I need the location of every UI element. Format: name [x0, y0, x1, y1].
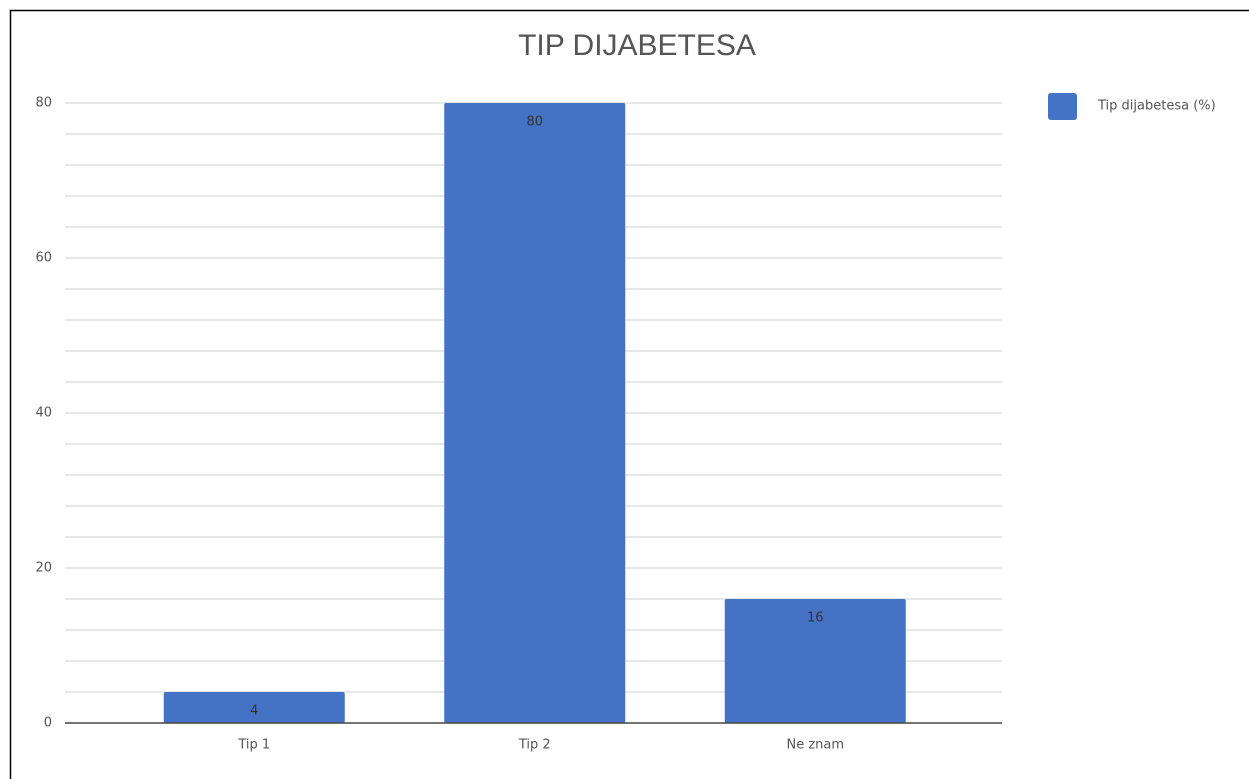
- bar: [163, 692, 345, 723]
- legend-label: Tip dijabetesa (%): [1097, 99, 1216, 114]
- x-tick-label: Tip 1: [237, 738, 270, 753]
- bar: [724, 599, 906, 723]
- chart-title: TIP DIJABETESA: [518, 29, 756, 62]
- y-tick-label: 40: [35, 406, 52, 421]
- bar: [444, 103, 626, 723]
- chart-border: [9, 9, 1249, 779]
- data-label: 80: [526, 115, 543, 130]
- legend-swatch: [1048, 93, 1077, 120]
- data-label: 4: [250, 704, 258, 719]
- x-tick-label: Tip 2: [518, 738, 551, 753]
- x-tick-label: Ne znam: [786, 738, 844, 753]
- y-tick-label: 0: [44, 716, 52, 731]
- y-tick-label: 20: [35, 561, 52, 576]
- data-label: 16: [807, 611, 824, 626]
- y-tick-label: 80: [35, 96, 52, 111]
- y-tick-label: 60: [35, 251, 52, 266]
